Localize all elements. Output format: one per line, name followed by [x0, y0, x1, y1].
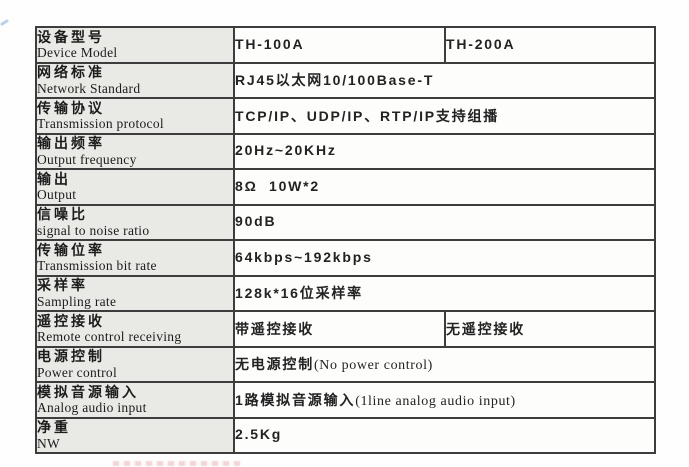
row-label: 输出频率 Output frequency	[35, 132, 235, 170]
cropped-blue-mark	[0, 18, 10, 27]
spec-row-transmission-bit-rate: 传输位率 Transmission bit rate 64kbps~192kbp…	[35, 239, 656, 277]
cell-value: TH-100A	[235, 35, 305, 52]
cell-value: 128k*16位采样率	[235, 285, 363, 302]
row-label-cn: 传输位率	[37, 241, 105, 258]
value-cell: 90dB	[233, 203, 656, 241]
spec-row-transmission-protocol: 传输协议 Transmission protocol TCP/IP、UDP/IP…	[35, 97, 656, 135]
value-cell: 带遥控接收	[233, 310, 446, 348]
spec-row-sampling-rate: 采样率 Sampling rate 128k*16位采样率	[35, 274, 656, 312]
row-label: 电源控制 Power control	[35, 345, 235, 383]
row-label-en: Output frequency	[37, 151, 137, 167]
row-label-cn: 净重	[37, 419, 71, 436]
cell-value: 无电源控制	[235, 356, 314, 373]
row-label-cn: 模拟音源输入	[37, 383, 139, 400]
row-label: 传输协议 Transmission protocol	[35, 97, 235, 135]
row-label-cn: 电源控制	[37, 348, 105, 365]
row-label-en: Transmission bit rate	[37, 258, 157, 274]
spec-row-net-weight: 净重 NW 2.5Kg	[35, 416, 656, 454]
spec-row-output: 输出 Output 8Ω 10W*2	[35, 168, 656, 206]
row-label-en: Device Model	[37, 45, 118, 61]
cell-value: RJ45以太网10/100Base-T	[235, 72, 435, 89]
row-label-cn: 输出频率	[37, 135, 105, 152]
spec-row-signal-to-noise: 信噪比 signal to noise ratio 90dB	[35, 203, 656, 241]
cell-value: 90dB	[235, 213, 277, 230]
row-label: 净重 NW	[35, 416, 235, 454]
row-label-cn: 设备型号	[37, 28, 105, 45]
value-cell: RJ45以太网10/100Base-T	[233, 61, 656, 99]
cell-value: TH-200A	[446, 35, 516, 52]
row-label: 信噪比 signal to noise ratio	[35, 203, 235, 241]
cell-value: 1路模拟音源输入	[235, 391, 356, 408]
value-cell: 1路模拟音源输入(1line analog audio input)	[233, 381, 656, 419]
row-label: 遥控接收 Remote control receiving	[35, 310, 235, 348]
cell-value: 2.5Kg	[235, 426, 283, 443]
cell-value-en: (No power control)	[314, 358, 433, 374]
row-label: 模拟音源输入 Analog audio input	[35, 381, 235, 419]
row-label: 设备型号 Device Model	[35, 26, 235, 64]
value-cell: TCP/IP、UDP/IP、RTP/IP支持组播	[233, 97, 656, 135]
row-label-cn: 传输协议	[37, 99, 105, 116]
cell-value: 64kbps~192kbps	[235, 248, 373, 265]
value-cell: 2.5Kg	[233, 416, 656, 454]
value-cell: 64kbps~192kbps	[233, 239, 656, 277]
cell-value: 8Ω 10W*2	[235, 177, 321, 194]
value-cell: 128k*16位采样率	[233, 274, 656, 312]
value-cell: 无遥控接收	[444, 310, 656, 348]
row-label-cn: 信噪比	[37, 206, 88, 223]
spec-row-device-model: 设备型号 Device Model TH-100A TH-200A	[35, 26, 656, 64]
row-label-en: NW	[37, 435, 61, 451]
value-cell: TH-100A	[233, 26, 446, 64]
row-label-en: Remote control receiving	[37, 329, 182, 345]
row-label-cn: 遥控接收	[37, 312, 105, 329]
row-label-en: signal to noise ratio	[37, 222, 150, 238]
spec-row-analog-audio-input: 模拟音源输入 Analog audio input 1路模拟音源输入(1line…	[35, 381, 656, 419]
cell-value: TCP/IP、UDP/IP、RTP/IP支持组播	[235, 107, 500, 124]
row-label-cn: 采样率	[37, 277, 88, 294]
row-label-en: Analog audio input	[37, 400, 147, 416]
value-cell: 20Hz~20KHz	[233, 132, 656, 170]
spec-row-power-control: 电源控制 Power control 无电源控制(No power contro…	[35, 345, 656, 383]
row-label-en: Network Standard	[37, 80, 141, 96]
cropped-red-text-fragment	[113, 461, 241, 466]
row-label-en: Transmission protocol	[37, 116, 164, 132]
row-label-cn: 网络标准	[37, 64, 105, 81]
spec-row-output-frequency: 输出频率 Output frequency 20Hz~20KHz	[35, 132, 656, 170]
row-label: 网络标准 Network Standard	[35, 61, 235, 99]
row-label-cn: 输出	[37, 170, 71, 187]
row-label-en: Output	[37, 187, 77, 203]
row-label: 采样率 Sampling rate	[35, 274, 235, 312]
cell-value: 20Hz~20KHz	[235, 142, 337, 159]
value-cell: 无电源控制(No power control)	[233, 345, 656, 383]
row-label-en: Sampling rate	[37, 293, 117, 309]
row-label: 输出 Output	[35, 168, 235, 206]
cell-value: 无遥控接收	[446, 320, 525, 337]
spec-table: 设备型号 Device Model TH-100A TH-200A 网络标准 N…	[35, 26, 656, 454]
cell-value: 带遥控接收	[235, 320, 314, 337]
value-cell: 8Ω 10W*2	[233, 168, 656, 206]
cell-value-en: (1line analog audio input)	[355, 393, 516, 409]
value-cell: TH-200A	[444, 26, 656, 64]
spec-row-remote-control: 遥控接收 Remote control receiving 带遥控接收 无遥控接…	[35, 310, 656, 348]
spec-row-network-standard: 网络标准 Network Standard RJ45以太网10/100Base-…	[35, 61, 656, 99]
row-label-en: Power control	[37, 364, 118, 380]
row-label: 传输位率 Transmission bit rate	[35, 239, 235, 277]
